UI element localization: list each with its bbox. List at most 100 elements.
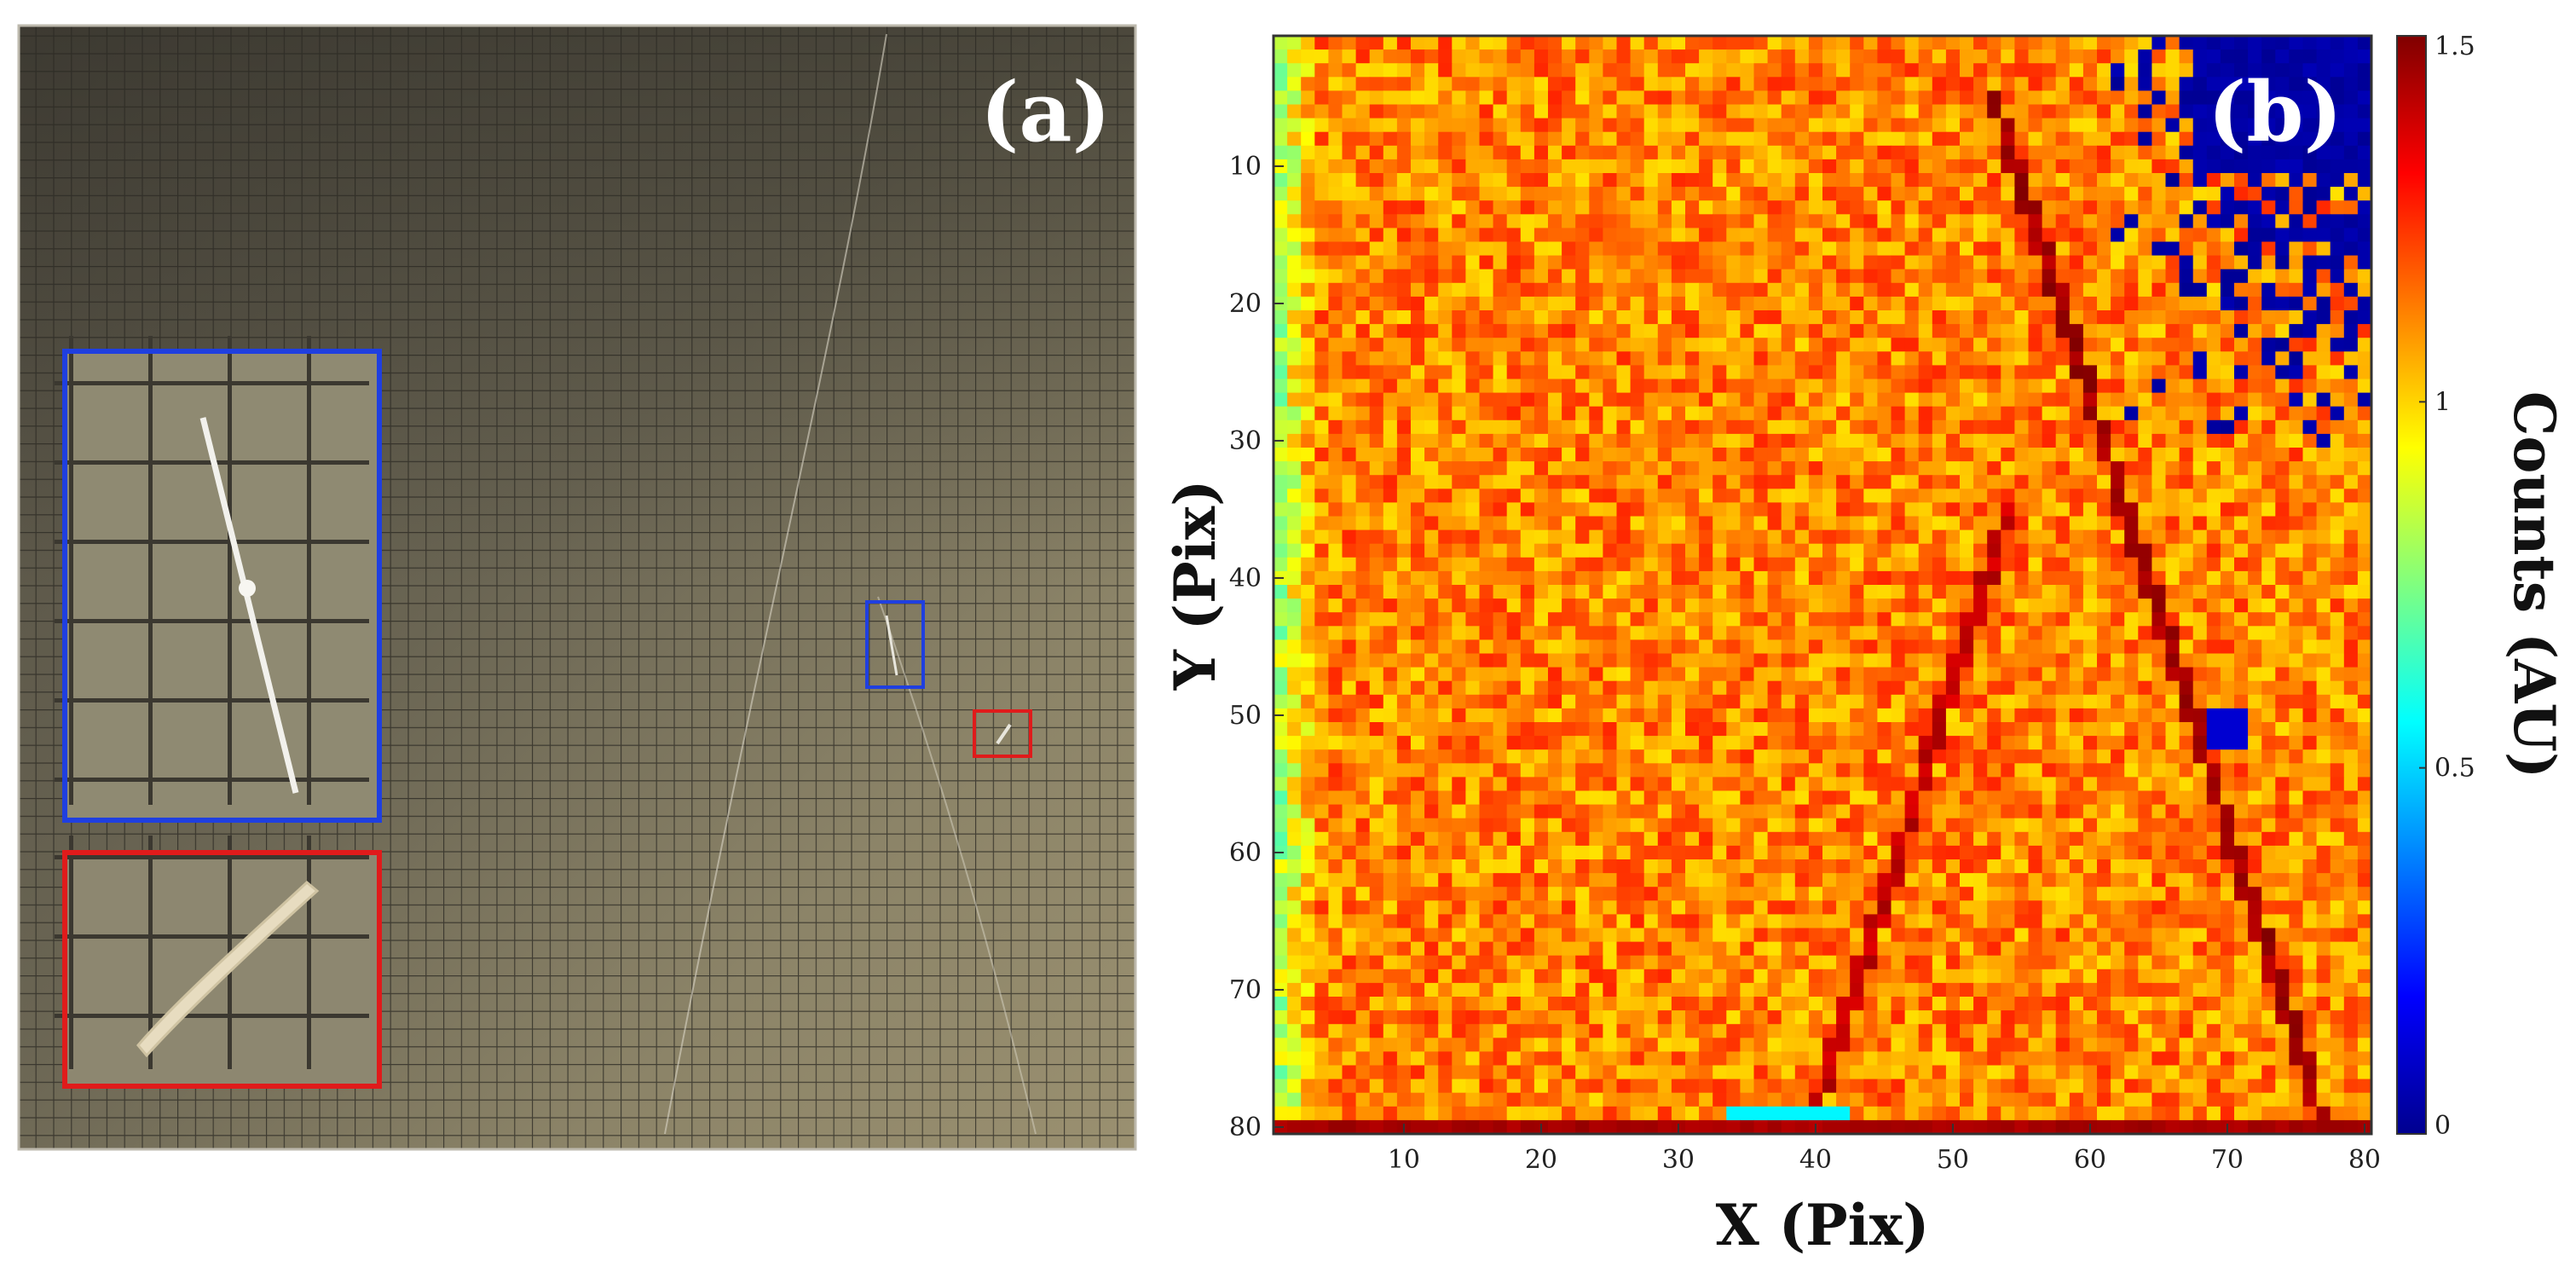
heatmap-cell <box>1355 90 1371 106</box>
heatmap-cell <box>1342 145 1357 160</box>
heatmap-cell <box>1657 173 1672 188</box>
heatmap-cell <box>2275 475 2290 489</box>
heatmap-cell <box>2248 777 2262 792</box>
heatmap-cell <box>2234 269 2249 284</box>
heatmap-cell <box>2192 461 2208 476</box>
heatmap-cell <box>1452 406 1466 421</box>
heatmap-cell <box>1520 653 1535 668</box>
heatmap-cell <box>1287 296 1302 311</box>
heatmap-cell <box>2302 145 2318 160</box>
heatmap-cell <box>1850 296 1864 311</box>
heatmap-cell <box>1589 406 1603 421</box>
heatmap-cell <box>2220 131 2235 147</box>
heatmap-cell <box>1479 173 1494 188</box>
heatmap-cell <box>1383 585 1398 599</box>
heatmap-cell <box>1891 324 1906 338</box>
heatmap-cell <box>1630 722 1645 737</box>
heatmap-cell <box>1589 131 1603 147</box>
heatmap-cell <box>1411 475 1425 489</box>
heatmap-cell <box>1287 516 1302 531</box>
heatmap-cell <box>2248 255 2262 270</box>
heatmap-cell <box>1575 475 1590 489</box>
heatmap-cell <box>2014 543 2030 558</box>
heatmap-cell <box>1465 448 1481 462</box>
heatmap-cell <box>1452 448 1466 462</box>
heatmap-cell <box>1396 310 1412 325</box>
heatmap-cell <box>2330 804 2345 819</box>
heatmap-cell <box>1960 338 1974 352</box>
heatmap-cell <box>2357 255 2372 270</box>
heatmap-cell <box>1918 859 1933 874</box>
heatmap-cell <box>2097 804 2111 819</box>
heatmap-cell <box>2001 529 2015 545</box>
heatmap-cell <box>2069 818 2084 833</box>
heatmap-cell <box>2055 310 2071 325</box>
heatmap-cell <box>1438 461 1453 476</box>
heatmap-cell <box>2343 159 2359 174</box>
heatmap-cell <box>1836 763 1851 778</box>
heatmap-cell <box>1987 241 2001 257</box>
heatmap-cell <box>1506 777 1522 792</box>
heatmap-cell <box>1932 708 1947 723</box>
heatmap-cell <box>2248 736 2262 750</box>
heatmap-cell <box>1383 392 1398 408</box>
heatmap-cell <box>1424 585 1439 599</box>
heatmap-cell <box>2330 118 2345 133</box>
heatmap-cell <box>2206 255 2221 270</box>
heatmap-cell <box>1932 36 1947 50</box>
heatmap-cell <box>2151 392 2167 408</box>
heatmap-cell <box>2082 804 2098 819</box>
heatmap-cell <box>1438 790 1453 806</box>
heatmap-cell <box>1616 790 1632 806</box>
heatmap-cell <box>1781 448 1796 462</box>
heatmap-cell <box>2220 90 2235 106</box>
heatmap-cell <box>1973 804 1988 819</box>
heatmap-cell <box>1548 282 1562 298</box>
heatmap-cell <box>1643 90 1659 106</box>
heatmap-cell <box>1533 269 1549 284</box>
heatmap-cell <box>1850 694 1864 709</box>
heatmap-cell <box>1314 763 1329 778</box>
heatmap-cell <box>1960 241 1974 257</box>
heatmap-cell <box>1863 763 1878 778</box>
heatmap-cell <box>2138 804 2152 819</box>
heatmap-cell <box>2275 612 2290 627</box>
heatmap-cell <box>1945 777 1961 792</box>
heatmap-cell <box>1575 433 1590 448</box>
heatmap-cell <box>2097 77 2111 91</box>
heatmap-cell <box>2028 749 2043 764</box>
heatmap-cell <box>1657 351 1672 366</box>
heatmap-cell <box>2261 310 2276 325</box>
heatmap-cell <box>1918 694 1933 709</box>
heatmap-cell <box>1520 282 1535 298</box>
heatmap-cell <box>1699 722 1713 737</box>
heatmap-cell <box>2234 653 2249 668</box>
heatmap-cell <box>1657 887 1672 901</box>
heatmap-cell <box>1808 667 1823 682</box>
heatmap-cell <box>1396 296 1412 311</box>
heatmap-cell <box>1506 269 1522 284</box>
heatmap-cell <box>2220 489 2235 503</box>
heatmap-cell <box>1987 228 2001 243</box>
heatmap-cell <box>1643 873 1659 888</box>
heatmap-cell <box>1274 489 1288 503</box>
heatmap-cell <box>2014 502 2030 518</box>
heatmap-cell <box>1781 708 1796 723</box>
heatmap-cell <box>1987 379 2001 394</box>
heatmap-cell <box>1452 338 1466 352</box>
heatmap-cell <box>1726 200 1741 215</box>
heatmap-cell <box>1973 448 1988 462</box>
heatmap-cell <box>1603 200 1618 215</box>
heatmap-cell <box>2028 845 2043 860</box>
heatmap-cell <box>1685 241 1700 257</box>
heatmap-cell <box>1479 585 1494 599</box>
heatmap-cell <box>1671 777 1686 792</box>
heatmap-cell <box>1753 639 1769 655</box>
heatmap-cell <box>2206 873 2221 888</box>
heatmap-cell <box>1932 228 1947 243</box>
heatmap-cell <box>1328 433 1343 448</box>
heatmap-cell <box>1369 722 1384 737</box>
heatmap-cell <box>1808 749 1823 764</box>
heatmap-cell <box>1973 489 1988 503</box>
heatmap-cell <box>1699 379 1713 394</box>
